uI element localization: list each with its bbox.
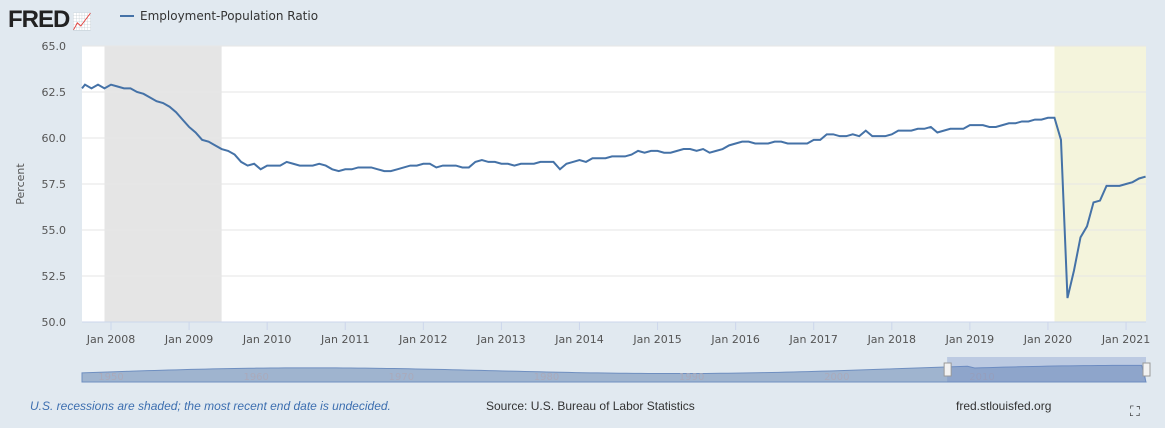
y-tick-label: 52.5 xyxy=(42,270,67,283)
x-tick-label: Jan 2018 xyxy=(867,333,916,346)
navigator-label: 1960 xyxy=(243,372,268,383)
fullscreen-icon[interactable]: ⛶ xyxy=(1130,403,1140,419)
y-tick-label: 65.0 xyxy=(42,40,67,53)
navigator-label: 2010 xyxy=(969,372,994,383)
y-tick-label: 55.0 xyxy=(42,224,67,237)
navigator-series xyxy=(81,364,1147,383)
site-link[interactable]: fred.stlouisfed.org xyxy=(956,399,1052,413)
x-tick-label: Jan 2014 xyxy=(554,333,603,346)
legend-item[interactable]: Employment-Population Ratio xyxy=(120,9,318,23)
x-tick-label: Jan 2010 xyxy=(242,333,291,346)
y-tick-label: 62.5 xyxy=(42,86,67,99)
x-tick-label: Jan 2020 xyxy=(1023,333,1072,346)
x-tick-label: Jan 2021 xyxy=(1101,333,1150,346)
navigator-label: 2000 xyxy=(824,372,849,383)
x-tick-label: Jan 2009 xyxy=(164,333,213,346)
navigator-label: 1990 xyxy=(679,372,704,383)
x-tick-label: Jan 2012 xyxy=(398,333,447,346)
navigator-label: 1970 xyxy=(389,372,414,383)
x-tick-label: Jan 2019 xyxy=(945,333,994,346)
x-tick-label: Jan 2008 xyxy=(86,333,135,346)
navigator-handle[interactable] xyxy=(943,362,952,377)
recession-note: U.S. recessions are shaded; the most rec… xyxy=(30,399,391,413)
y-tick-label: 60.0 xyxy=(42,132,67,145)
fred-logo[interactable]: FRED 📈 xyxy=(8,6,92,33)
navigator-selection xyxy=(947,357,1146,382)
y-tick-label: 57.5 xyxy=(42,178,67,191)
navigator-label: 1980 xyxy=(534,372,559,383)
x-tick-label: Jan 2013 xyxy=(476,333,525,346)
chart-line-icon: 📈 xyxy=(72,14,92,31)
source-text: Source: U.S. Bureau of Labor Statistics xyxy=(486,399,695,413)
y-tick-label: 50.0 xyxy=(42,316,67,329)
x-tick-label: Jan 2011 xyxy=(320,333,369,346)
y-axis-label: Percent xyxy=(14,163,27,205)
x-tick-label: Jan 2016 xyxy=(710,333,759,346)
x-tick-label: Jan 2015 xyxy=(632,333,681,346)
legend-swatch xyxy=(120,15,134,17)
navigator-handle[interactable] xyxy=(1142,362,1151,377)
navigator-label: 1950 xyxy=(98,372,123,383)
legend-label: Employment-Population Ratio xyxy=(140,9,319,23)
x-tick-label: Jan 2017 xyxy=(788,333,837,346)
